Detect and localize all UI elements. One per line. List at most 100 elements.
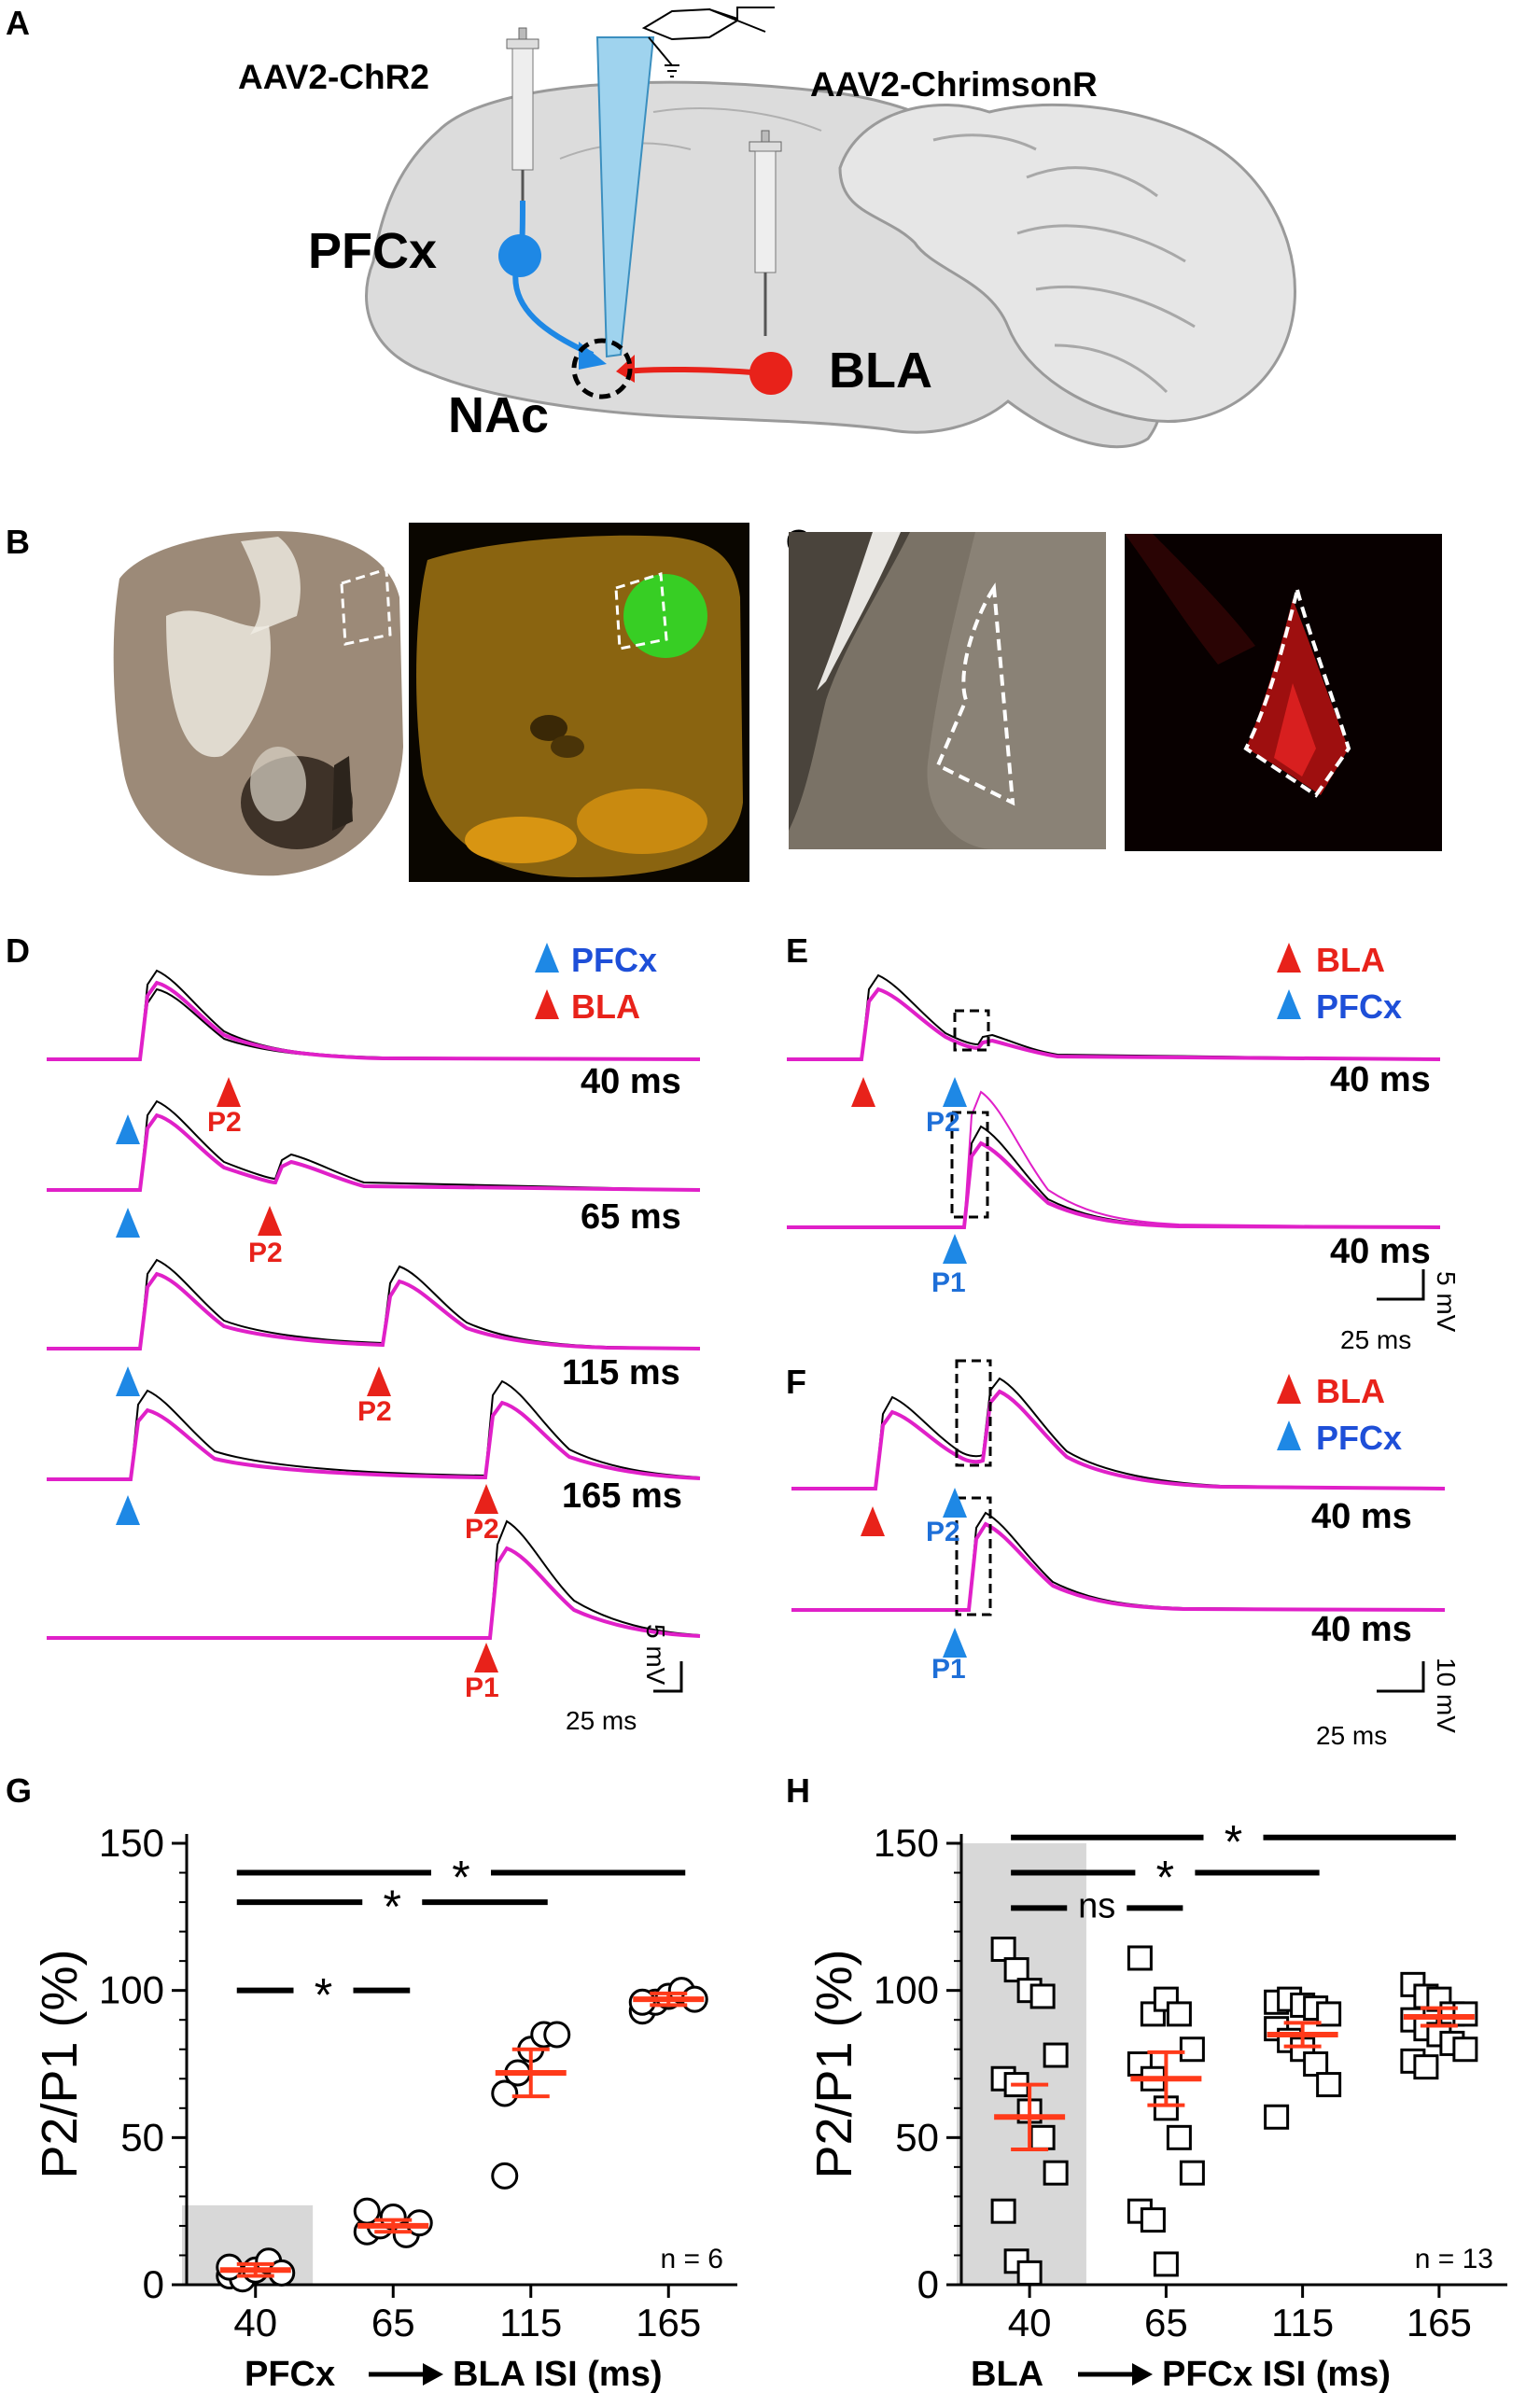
data-point xyxy=(1043,2160,1069,2186)
panel-f-p-label-2: P1 xyxy=(931,1654,966,1685)
pfc-label: PFCx xyxy=(308,223,438,279)
amplifier-icon xyxy=(641,7,775,41)
y-tick-label: 50 xyxy=(120,2115,164,2159)
data-point xyxy=(1043,2042,1069,2068)
significance-label: * xyxy=(315,1969,332,2022)
y-tick-label: 150 xyxy=(99,1821,164,1865)
x-tick-label: 65 xyxy=(1144,2301,1188,2344)
panel-f-isi-2: 40 ms xyxy=(1311,1610,1412,1649)
panel-d-p-label-1: P2 xyxy=(207,1107,242,1138)
y-tick-label: 100 xyxy=(874,1968,939,2012)
data-point xyxy=(1413,2054,1439,2080)
data-point xyxy=(491,2079,519,2107)
n-label: n = 13 xyxy=(1415,2244,1493,2274)
panel-f-scale-y: 10 mV xyxy=(1432,1658,1461,1733)
panel-f-scale-x: 25 ms xyxy=(1316,1721,1388,1750)
panel-e-scale-y: 5 mV xyxy=(1432,1271,1461,1333)
data-point xyxy=(1127,1945,1153,1971)
panel-label-g: G xyxy=(6,1771,33,1810)
data-point xyxy=(268,2259,296,2287)
significance-label: * xyxy=(1225,1816,1242,1868)
data-point xyxy=(990,1937,1016,1963)
bla-brightfield-image xyxy=(789,532,1106,849)
data-point xyxy=(1029,2124,1056,2150)
schematic-diagram xyxy=(365,7,1296,449)
data-point xyxy=(1452,2036,1478,2063)
data-point xyxy=(1179,2036,1205,2063)
data-point xyxy=(1452,2001,1478,2027)
data-point xyxy=(1016,2260,1043,2286)
panel-label-b: B xyxy=(6,523,30,561)
data-point xyxy=(1029,1983,1056,2009)
panel-d-p-label-3: P2 xyxy=(357,1396,392,1427)
x-tick-label: 165 xyxy=(636,2301,701,2344)
panel-d-p-label-5: P1 xyxy=(465,1672,499,1703)
x-tick-label: 40 xyxy=(1008,2301,1052,2344)
significance-label: ns xyxy=(1078,1886,1115,1925)
panel-d-scale-y: 5 mV xyxy=(641,1624,670,1686)
data-point xyxy=(491,2162,519,2190)
x-axis-label-left: BLA xyxy=(971,2355,1043,2394)
data-point xyxy=(1316,2001,1342,2027)
panel-label-f: F xyxy=(786,1363,806,1401)
panel-d-p-label-4: P2 xyxy=(465,1514,499,1545)
panel-label-h: H xyxy=(786,1771,810,1810)
data-point xyxy=(1290,2036,1316,2063)
virus-right-label: AAV2-ChrimsonR xyxy=(810,65,1098,104)
y-tick-label: 0 xyxy=(143,2262,164,2306)
panel-d-isi-1: 40 ms xyxy=(581,1062,681,1101)
panel-f-traces xyxy=(791,1359,1446,1693)
x-tick-label: 65 xyxy=(371,2301,415,2344)
x-axis-label-left: PFCx xyxy=(245,2355,335,2394)
data-point xyxy=(628,1988,656,2016)
data-point xyxy=(1303,2051,1329,2077)
recording-pipette xyxy=(595,36,655,358)
panel-f-isi-1: 40 ms xyxy=(1311,1497,1412,1536)
data-point xyxy=(1316,2072,1342,2098)
data-point xyxy=(543,2021,571,2049)
panel-e-p-label-2: P1 xyxy=(931,1267,966,1298)
data-point xyxy=(1166,2124,1192,2150)
significance-label: * xyxy=(1156,1852,1174,1904)
panel-d-scale-x: 25 ms xyxy=(566,1706,637,1735)
panel-f-p-label-1: P2 xyxy=(926,1517,960,1547)
panel-d-legend-pfc: PFCx xyxy=(571,941,658,979)
panel-d-isi-3: 115 ms xyxy=(562,1353,680,1392)
pfc-injection-site xyxy=(498,234,541,277)
panel-f-legend-bla: BLA xyxy=(1316,1372,1385,1410)
data-point xyxy=(1153,1986,1179,2012)
data-point xyxy=(1153,2251,1179,2277)
panel-d-isi-2: 65 ms xyxy=(581,1197,681,1237)
nac-recording-site xyxy=(571,338,633,399)
panel-d-p-label-2: P2 xyxy=(248,1238,283,1268)
panel-e-legend-bla: BLA xyxy=(1316,941,1385,979)
data-point xyxy=(1166,2001,1192,2027)
panel-label-d: D xyxy=(6,931,30,970)
data-point xyxy=(405,2209,433,2237)
n-label: n = 6 xyxy=(660,2244,723,2274)
significance-label: * xyxy=(452,1852,469,1904)
panel-e-isi-1: 40 ms xyxy=(1330,1060,1431,1099)
significance-label: * xyxy=(384,1881,401,1933)
trace-panels xyxy=(47,943,1446,1693)
y-axis-label: P2/P1 (%) xyxy=(806,1949,862,2178)
panel-label-e: E xyxy=(786,931,809,970)
x-axis-label-right: BLA ISI (ms) xyxy=(453,2355,663,2394)
panel-d-isi-4: 165 ms xyxy=(562,1476,682,1516)
chart-h: 0 50 100 150 P2/P1 (%) 40 65 115 165 BLA PFCx ISI … xyxy=(806,1816,1507,2394)
syringe-right-icon xyxy=(749,130,782,336)
chart-g: 0 50 100 150 P2/P1 (%) 40 65 115 165 PFCx BLA ISI … xyxy=(32,1821,737,2394)
y-axis-label: P2/P1 (%) xyxy=(32,1949,88,2178)
x-axis-label-right: PFCx ISI (ms) xyxy=(1162,2355,1391,2394)
pfc-brightfield-image xyxy=(110,523,407,879)
syringe-left-icon xyxy=(506,27,539,201)
y-tick-label: 150 xyxy=(874,1821,939,1865)
y-tick-label: 0 xyxy=(917,2262,939,2306)
data-point xyxy=(216,2253,244,2281)
bla-fluorescence-image xyxy=(1125,534,1442,851)
data-point xyxy=(1264,2104,1290,2130)
panel-d-traces xyxy=(47,943,701,1693)
x-axis-arrowhead xyxy=(1132,2363,1153,2386)
bla-injection-site xyxy=(749,352,792,395)
bla-projection xyxy=(624,366,766,376)
